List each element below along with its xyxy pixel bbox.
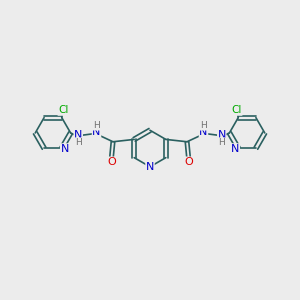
Text: N: N [218, 130, 226, 140]
Text: H: H [93, 121, 100, 130]
Text: O: O [184, 157, 193, 167]
Text: N: N [74, 130, 82, 140]
Text: N: N [231, 144, 239, 154]
Text: N: N [61, 144, 69, 154]
Text: H: H [200, 121, 207, 130]
Text: N: N [92, 127, 101, 137]
Text: H: H [218, 138, 225, 147]
Text: Cl: Cl [232, 105, 242, 115]
Text: N: N [199, 127, 208, 137]
Text: N: N [146, 162, 154, 172]
Text: H: H [75, 138, 82, 147]
Text: Cl: Cl [58, 105, 68, 115]
Text: O: O [107, 157, 116, 167]
